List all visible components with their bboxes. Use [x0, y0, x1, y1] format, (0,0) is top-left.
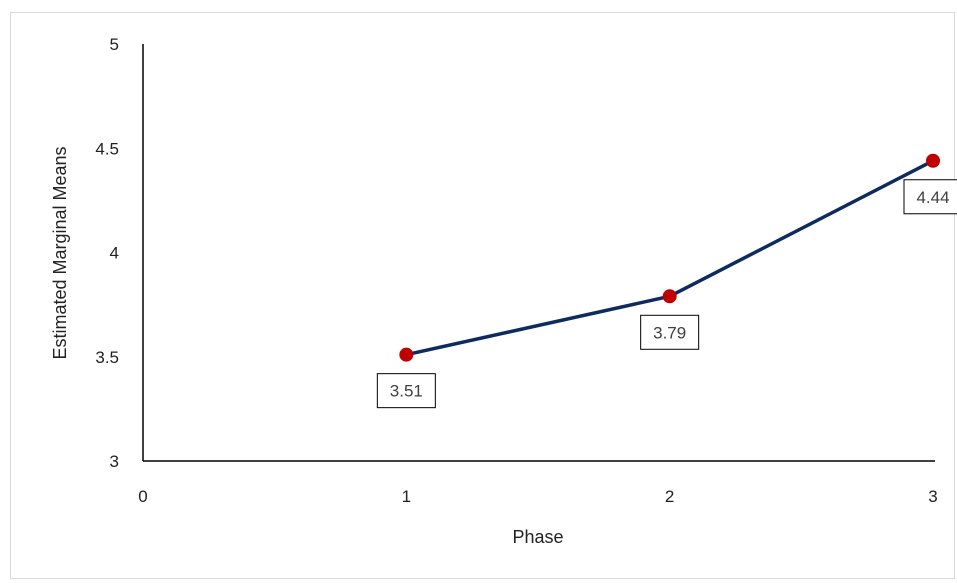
- data-label-box-1: [376, 373, 436, 409]
- data-point-1: [399, 347, 414, 362]
- y-tick-label-1: 3.5: [95, 348, 119, 367]
- x-tick-labels: 0 1 2 3: [138, 487, 937, 506]
- x-tick-label-1: 1: [402, 487, 411, 506]
- y-tick-label-2: 4: [110, 244, 119, 263]
- data-label-box-2: [640, 314, 700, 350]
- x-tick-label-2: 2: [665, 487, 674, 506]
- data-labels: 3.51 3.79 4.44: [376, 179, 957, 409]
- data-label-box-3: [903, 179, 957, 215]
- chart-frame: [10, 12, 955, 579]
- series-group: [399, 153, 940, 362]
- y-tick-label-4: 5: [110, 35, 119, 54]
- data-label-text-1: 3.51: [390, 382, 423, 401]
- y-tick-labels: 3 3.5 4 4.5 5: [95, 35, 119, 471]
- data-label-2: 3.79: [640, 314, 700, 350]
- data-label-text-2: 3.79: [653, 323, 686, 342]
- data-point-3: [926, 153, 940, 168]
- data-label-1: 3.51: [376, 373, 436, 409]
- data-point-2: [662, 289, 677, 304]
- data-label-text-3: 4.44: [916, 188, 949, 207]
- data-label-3: 4.44: [903, 179, 957, 215]
- x-axis-title: Phase: [512, 527, 563, 547]
- x-tick-label-3: 3: [928, 487, 937, 506]
- y-tick-label-3: 4.5: [95, 139, 119, 158]
- y-tick-label-0: 3: [110, 452, 119, 471]
- x-tick-label-0: 0: [138, 487, 147, 506]
- y-axis-title: Estimated Marginal Means: [50, 146, 70, 359]
